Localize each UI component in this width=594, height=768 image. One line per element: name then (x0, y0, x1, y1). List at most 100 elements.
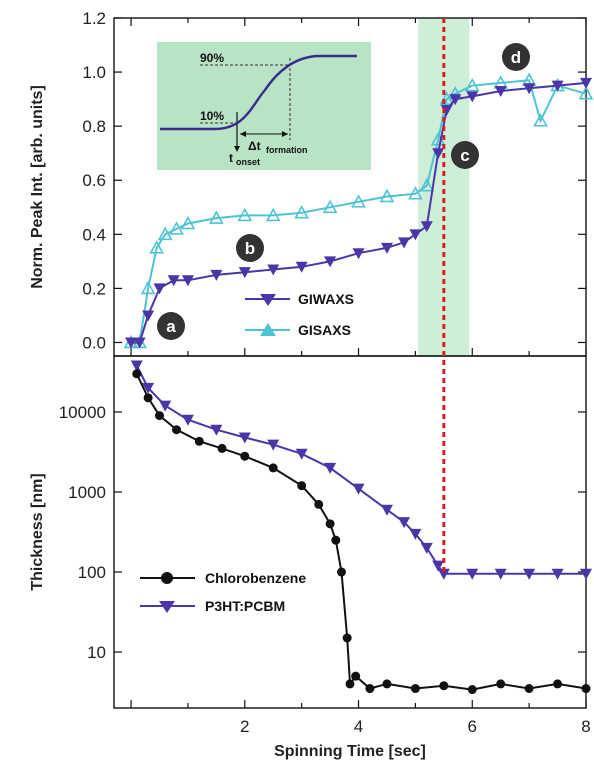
gisaxs-point (265, 207, 281, 222)
top-y-tick-label: 0.4 (82, 225, 106, 244)
p3ht-pcbm-point (130, 360, 143, 372)
bottom-panel: 10 100 1000 10000 2 4 6 8 Thickness [nm] Spinn… (29, 355, 592, 760)
giwaxs-point (551, 80, 564, 92)
chlorobenzene-point (345, 679, 355, 689)
gisaxs-point (237, 207, 253, 222)
chlorobenzene-point (524, 684, 534, 694)
chlorobenzene-point (365, 684, 375, 694)
chlorobenzene-point (143, 393, 153, 403)
chlorobenzene-point (342, 633, 352, 643)
p3ht-pcbm-line (135, 365, 586, 575)
giwaxs-point (409, 229, 422, 241)
chlorobenzene-point (553, 679, 563, 689)
top-y-axis-label: Norm. Peak Int. [arb. units] (29, 85, 46, 289)
stage-label-d: d (511, 48, 521, 67)
p3ht-pcbm-point (380, 504, 393, 516)
bottom-y-axis-label: Thickness [nm] (29, 473, 46, 590)
gisaxs-point (379, 188, 395, 203)
inset-delta-label: Δt (248, 139, 261, 153)
giwaxs-point (125, 337, 138, 349)
gisaxs-point (169, 221, 184, 235)
x-axis-label: Spinning Time [sec] (274, 743, 426, 760)
gisaxs-point (149, 240, 164, 254)
gisaxs-point (578, 86, 594, 100)
stage-marker-c (451, 141, 479, 169)
p3ht-pcbm-point (398, 517, 411, 529)
chlorobenzene-point (297, 481, 307, 491)
bottom-y-tick-label: 10 (87, 643, 106, 662)
inset-delta-arrowhead-right (282, 131, 288, 137)
inset-onset-label: t (229, 151, 233, 165)
p3ht-pcbm-point (523, 568, 536, 580)
gisaxs-line (131, 79, 587, 344)
bottom-x-tick-label: 4 (354, 717, 363, 736)
giwaxs-point (295, 261, 308, 273)
gisaxs-point (294, 205, 310, 219)
inset-sigmoid-curve (160, 54, 357, 131)
top-panel: 0.0 0.2 0.4 0.6 0.8 1.0 1.2 Norm. Peak Int. [a… (29, 9, 594, 357)
giwaxs-point (153, 283, 166, 295)
legend-giwaxs-label: GIWAXS (298, 291, 354, 307)
chlorobenzene-point (467, 685, 477, 695)
giwaxs-point (324, 256, 337, 268)
p3ht-pcbm-point (142, 382, 155, 394)
p3ht-pcbm-point (494, 568, 507, 580)
bottom-y-tick-label: 1000 (68, 483, 106, 502)
p3ht-pcbm-point (580, 568, 592, 580)
top-y-tick-label: 0.0 (82, 333, 106, 352)
stage-labels: a b c d (157, 43, 530, 340)
p3ht-pcbm-point (267, 439, 280, 451)
chlorobenzene-point (439, 681, 449, 691)
stage-label-c: c (460, 146, 469, 165)
chlorobenzene-point (132, 369, 142, 379)
chlorobenzene-point (351, 671, 361, 681)
bottom-legend: Chlorobenzene P3HT:PCBM (140, 570, 306, 614)
p3ht-pcbm-point (409, 528, 422, 540)
giwaxs-point (494, 86, 507, 98)
top-y-ticks: 0.0 0.2 0.4 0.6 0.8 1.0 1.2 (82, 9, 586, 352)
bottom-x-tick-label: 2 (240, 717, 249, 736)
p3ht-pcbm-point (466, 568, 479, 580)
p3ht-pcbm-point (238, 432, 251, 444)
p3ht-pcbm-point (432, 560, 445, 572)
giwaxs-point (352, 248, 365, 260)
p3ht-pcbm-point (420, 542, 433, 554)
legend-chlorobenzene-label: Chlorobenzene (205, 570, 306, 586)
chlorobenzene-line (135, 373, 587, 691)
legend-giwaxs-marker (260, 294, 276, 306)
giwaxs-point (432, 148, 445, 160)
top-y-tick-label: 0.6 (82, 171, 106, 190)
giwaxs-point (380, 242, 393, 254)
inset-onset-sub: onset (236, 157, 260, 167)
giwaxs-point (210, 269, 223, 281)
p3ht-pcbm-point (181, 414, 194, 426)
p3ht-pcbm-point (352, 483, 365, 495)
inset-onset-arrowhead (234, 146, 240, 152)
bottom-y-tick-label: 100 (78, 563, 106, 582)
gisaxs-point (419, 177, 435, 192)
giwaxs-point (398, 237, 411, 249)
legend-gisaxs-marker (260, 323, 276, 336)
bottom-y-ticks: 10 100 1000 10000 (59, 403, 586, 662)
chlorobenzene-point (382, 679, 392, 689)
p3ht-pcbm-point (210, 424, 223, 436)
top-y-tick-label: 1.0 (82, 63, 106, 82)
chlorobenzene-point (331, 535, 341, 545)
gisaxs-point (140, 280, 156, 295)
p3ht-pcbm-point (295, 448, 308, 460)
giwaxs-point (181, 275, 194, 287)
stage-marker-a (157, 312, 185, 340)
chlorobenzene-point (217, 443, 227, 453)
gisaxs-point (464, 77, 480, 92)
chlorobenzene-point (240, 451, 250, 461)
legend-gisaxs-label: GISAXS (298, 322, 351, 338)
inset-label-90: 90% (200, 51, 224, 65)
stage-marker-d (502, 43, 530, 71)
stage-label-a: a (166, 317, 176, 336)
giwaxs-point (523, 83, 536, 95)
chlorobenzene-point (154, 411, 164, 421)
giwaxs-point (267, 264, 280, 276)
p3ht-pcbm-point (551, 568, 564, 580)
chlorobenzene-point (410, 684, 420, 694)
